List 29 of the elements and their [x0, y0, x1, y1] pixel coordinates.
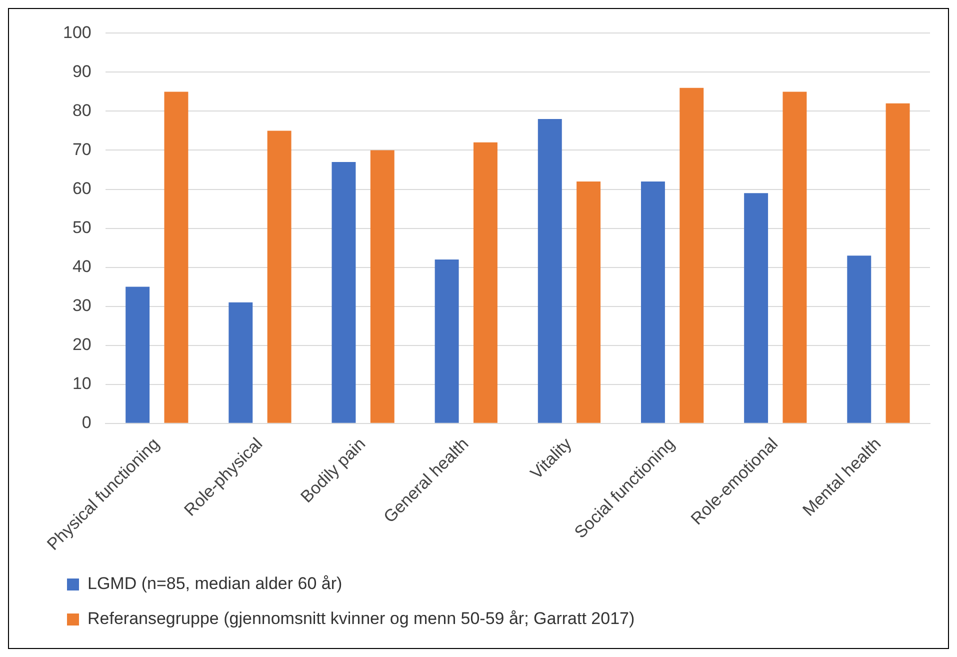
bar — [332, 162, 356, 423]
y-tick-label: 50 — [72, 218, 92, 237]
y-tick-label: 80 — [72, 100, 92, 120]
bar — [434, 259, 459, 423]
y-tick-label: 60 — [72, 178, 92, 198]
y-tick-label: 90 — [72, 62, 92, 81]
legend-label: LGMD (n=85, median alder 60 år) — [88, 574, 342, 594]
y-tick-label: 100 — [62, 22, 92, 42]
bar — [886, 103, 910, 423]
bar — [228, 302, 253, 423]
bar — [267, 130, 292, 423]
bar — [680, 88, 704, 423]
y-tick-label: 40 — [72, 256, 92, 276]
bar — [640, 181, 665, 423]
y-tick-label: 0 — [82, 413, 92, 432]
bar — [473, 142, 498, 423]
y-tick-label: 30 — [72, 296, 92, 315]
bar — [164, 92, 188, 423]
bar — [370, 150, 394, 423]
y-tick-label: 20 — [72, 334, 92, 354]
y-tick-label: 70 — [72, 140, 92, 159]
bar — [576, 181, 601, 423]
bar — [538, 119, 562, 423]
bar — [126, 286, 150, 423]
bar — [744, 193, 768, 423]
legend-label: Referansegruppe (gjennomsnitt kvinner og menn 50-59 år; Garratt 2017) — [88, 609, 635, 628]
bar — [847, 256, 872, 423]
bar — [782, 92, 807, 423]
y-tick-label: 10 — [72, 374, 92, 394]
